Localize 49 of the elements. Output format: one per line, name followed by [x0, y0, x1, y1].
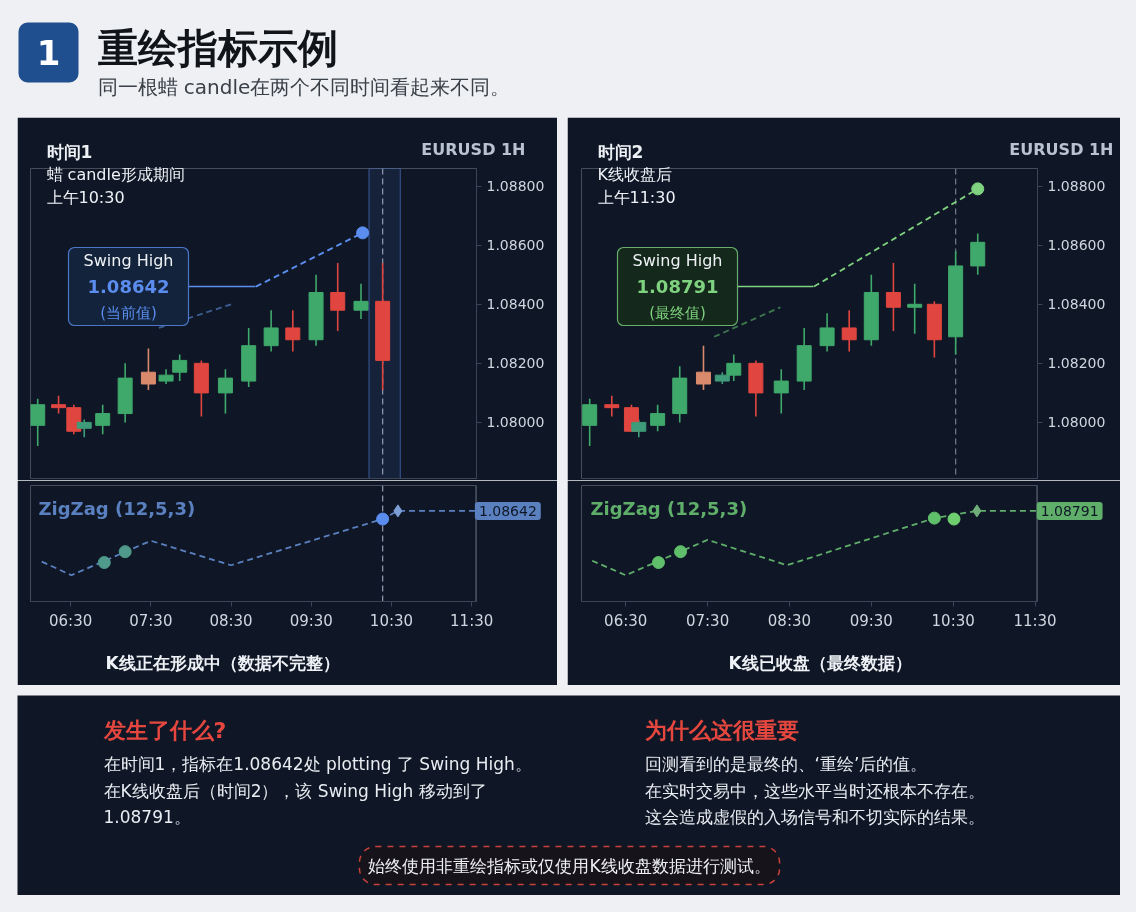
text: 发生了什么? — [102, 718, 227, 743]
text: 在实时交易中，这些水平当时还根本不存在。 — [644, 780, 985, 801]
text: K线正在形成中（数据不完整） — [105, 652, 340, 673]
text: 重绘指标示例 — [97, 24, 338, 71]
x-tick-label: 11:30 — [450, 611, 494, 630]
x-tick-label: 10:30 — [931, 611, 975, 630]
text: 1 — [36, 33, 61, 73]
x-tick-label: 10:30 — [369, 611, 414, 630]
text: 同一根蜡 candle在两个不同时间看起来不同。 — [97, 74, 511, 99]
y-tick-label: 1.08400 — [1047, 296, 1106, 313]
y-tick-label: 1.08400 — [486, 296, 545, 313]
annotation: 上午11:30 — [597, 188, 676, 207]
text: 这会造成虚假的入场信号和不切实际的结果。 — [644, 806, 985, 827]
y-tick-label: 1.08800 — [1047, 178, 1106, 195]
text: 在时间1，指标在1.08642处 plotting 了 Swing High。 — [103, 753, 532, 774]
y-tick-label: 1.08200 — [486, 355, 545, 372]
x-tick-label: 08:30 — [209, 611, 253, 630]
annotation: Swing High 1.08642 (当前值) — [83, 251, 174, 322]
y-tick-label: 1.08000 — [486, 414, 545, 431]
x-tick-label: 06:30 — [48, 611, 93, 630]
text: K线已收盘（最终数据） — [728, 652, 912, 673]
text: EURUSD 1H — [421, 140, 526, 159]
chart-title: ZigZag (12,5,3) — [38, 498, 196, 519]
chart-subtitle: 蜡 candle形成期间 — [46, 165, 185, 184]
y-tick-label: 1.08800 — [486, 178, 545, 195]
chart-title: ZigZag (12,5,3) — [590, 498, 748, 519]
annotation: Swing High 1.08791 (最终值) — [632, 251, 723, 322]
x-tick-label: 11:30 — [1013, 611, 1057, 630]
text: 在K线收盘后（时间2），该 Swing High 移动到了 1.08791。 — [103, 780, 487, 827]
text: 回测看到的是最终的、‘重绘’后的值。 — [644, 753, 928, 774]
x-tick-label: 08:30 — [767, 611, 812, 630]
text: 1.08791 — [1040, 502, 1099, 519]
chart-title: 时间1 — [46, 141, 93, 162]
x-tick-label: 09:30 — [849, 611, 893, 630]
x-tick-label: 09:30 — [289, 611, 333, 630]
x-tick-label: 07:30 — [129, 611, 173, 630]
text: 始终使用非重绘指标或仅使用K线收盘数据进行测试。 — [368, 855, 771, 876]
text: 1.08642 — [478, 502, 537, 519]
text: EURUSD 1H — [1009, 140, 1114, 159]
x-tick-label: 07:30 — [685, 611, 730, 630]
text: 为什么这很重要 — [644, 718, 799, 743]
chart-subtitle: K线收盘后 — [597, 165, 672, 184]
y-tick-label: 1.08000 — [1047, 414, 1106, 431]
chart-title: 时间2 — [597, 141, 644, 162]
x-tick-label: 06:30 — [604, 611, 648, 630]
y-tick-label: 1.08600 — [1047, 237, 1106, 254]
annotation: 上午10:30 — [46, 188, 125, 207]
y-tick-label: 1.08600 — [486, 237, 545, 254]
y-tick-label: 1.08200 — [1047, 355, 1106, 372]
